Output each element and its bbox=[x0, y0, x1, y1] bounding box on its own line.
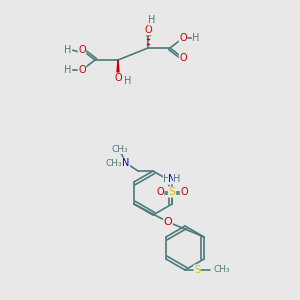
Text: N: N bbox=[168, 174, 176, 184]
Text: H: H bbox=[124, 76, 132, 86]
Text: H: H bbox=[164, 174, 171, 184]
Text: O: O bbox=[114, 73, 122, 83]
Text: H: H bbox=[64, 65, 72, 75]
Text: O: O bbox=[180, 187, 188, 197]
Text: H: H bbox=[148, 15, 156, 25]
Text: O: O bbox=[156, 187, 164, 197]
Text: CH₃: CH₃ bbox=[106, 158, 122, 167]
Text: CH₃: CH₃ bbox=[213, 266, 230, 274]
Text: S: S bbox=[194, 265, 200, 275]
Text: O: O bbox=[78, 45, 86, 55]
Text: H: H bbox=[64, 45, 72, 55]
Text: O: O bbox=[164, 217, 172, 227]
Text: O: O bbox=[78, 65, 86, 75]
Text: H: H bbox=[192, 33, 200, 43]
Text: O: O bbox=[179, 53, 187, 63]
Text: CH₃: CH₃ bbox=[112, 145, 128, 154]
Polygon shape bbox=[116, 60, 119, 78]
Text: N: N bbox=[122, 158, 130, 168]
Text: H: H bbox=[173, 174, 181, 184]
Text: O: O bbox=[144, 25, 152, 35]
Text: O: O bbox=[179, 33, 187, 43]
Text: S: S bbox=[169, 187, 176, 197]
